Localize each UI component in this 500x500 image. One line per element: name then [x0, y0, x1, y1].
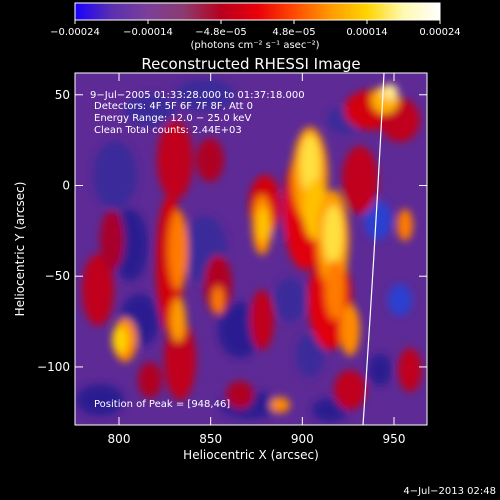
image-plot: 800 850 900 950 50 0 −50 −100 9−Jul−2005 01:33:… [37, 72, 428, 446]
x-tick-label: 850 [199, 432, 222, 446]
colorbar-scale [74, 2, 441, 21]
x-tick-label: 950 [383, 432, 406, 446]
emission-blob [138, 362, 162, 398]
colorbar-tick-label: 4.8e−05 [272, 27, 315, 38]
colorbar: −0.00024 −0.00014 −4.8e−05 4.8e−05 0.00014 0.… [50, 2, 461, 51]
image-title: Reconstructed RHESSI Image [141, 55, 360, 73]
x-tick-label: 800 [108, 432, 131, 446]
emission-blob [382, 84, 398, 100]
emission-blob [368, 354, 392, 386]
x-tick-label: 900 [291, 432, 314, 446]
emission-blob [157, 120, 193, 200]
emission-blob [76, 384, 124, 416]
emission-blob [296, 333, 324, 377]
emission-blob [398, 348, 422, 392]
colorbar-tick-label: −0.00014 [123, 27, 173, 38]
emission-blob [170, 298, 186, 342]
emission-blob [257, 207, 269, 243]
colorbar-tick-label: −0.00024 [50, 27, 100, 38]
peak-position-label: Position of Peak = [948,46] [94, 399, 230, 410]
emission-blob [325, 260, 345, 320]
colorbar-tick-label: −4.8e−05 [195, 27, 247, 38]
emission-blob [226, 381, 254, 409]
y-tick-label: −50 [45, 269, 70, 283]
emission-blob [274, 278, 306, 322]
footer-date: 4−Jul−2013 02:48 [403, 486, 496, 497]
annotation-detectors: Detectors: 4F 5F 6F 7F 8F, Att 0 [94, 101, 253, 112]
emission-blob [204, 255, 232, 315]
emission-blob [175, 79, 235, 111]
annotation-energy-range: Energy Range: 12.0 − 25.0 keV [94, 113, 251, 124]
emission-blob [342, 146, 378, 214]
emission-blob [112, 326, 128, 354]
emission-blob [250, 290, 274, 350]
emission-blob [270, 397, 290, 413]
emission-blob [364, 200, 392, 240]
y-tick-label: 50 [55, 88, 70, 102]
emission-map [76, 79, 422, 422]
emission-blob [212, 286, 224, 314]
emission-blob [82, 254, 114, 326]
y-axis-label: Heliocentric Y (arcsec) [13, 182, 27, 317]
solar-limb-line [362, 73, 385, 425]
emission-blob [323, 205, 343, 265]
emission-blob [93, 141, 137, 209]
emission-blob [168, 210, 188, 290]
axis-ticks: 800 850 900 950 50 0 −50 −100 [37, 73, 427, 446]
y-tick-label: 0 [62, 178, 70, 192]
colorbar-ticks: −0.00024 −0.00014 −4.8e−05 4.8e−05 0.00014 0.… [50, 20, 461, 38]
emission-blob [388, 284, 412, 316]
annotation-clean-counts: Clean Total counts: 2.44E+03 [94, 125, 242, 136]
emission-blob [340, 304, 360, 356]
colorbar-unit-label: (photons cm⁻² s⁻¹ asec⁻²) [190, 40, 319, 51]
y-tick-label: −100 [37, 360, 70, 374]
emission-blob [397, 209, 413, 241]
emission-blob [164, 320, 196, 400]
colorbar-tick-label: 0.00014 [346, 27, 387, 38]
emission-blob [334, 370, 366, 410]
emission-blob [124, 94, 176, 126]
plot-frame [74, 72, 428, 426]
colorbar-tick-label: 0.00024 [419, 27, 460, 38]
annotation-time-range: 9−Jul−2005 01:33:28.000 to 01:37:18.000 [90, 90, 305, 101]
x-axis-label: Heliocentric X (arcsec) [183, 448, 319, 462]
emission-blob [100, 210, 124, 270]
emission-blob [196, 138, 224, 182]
